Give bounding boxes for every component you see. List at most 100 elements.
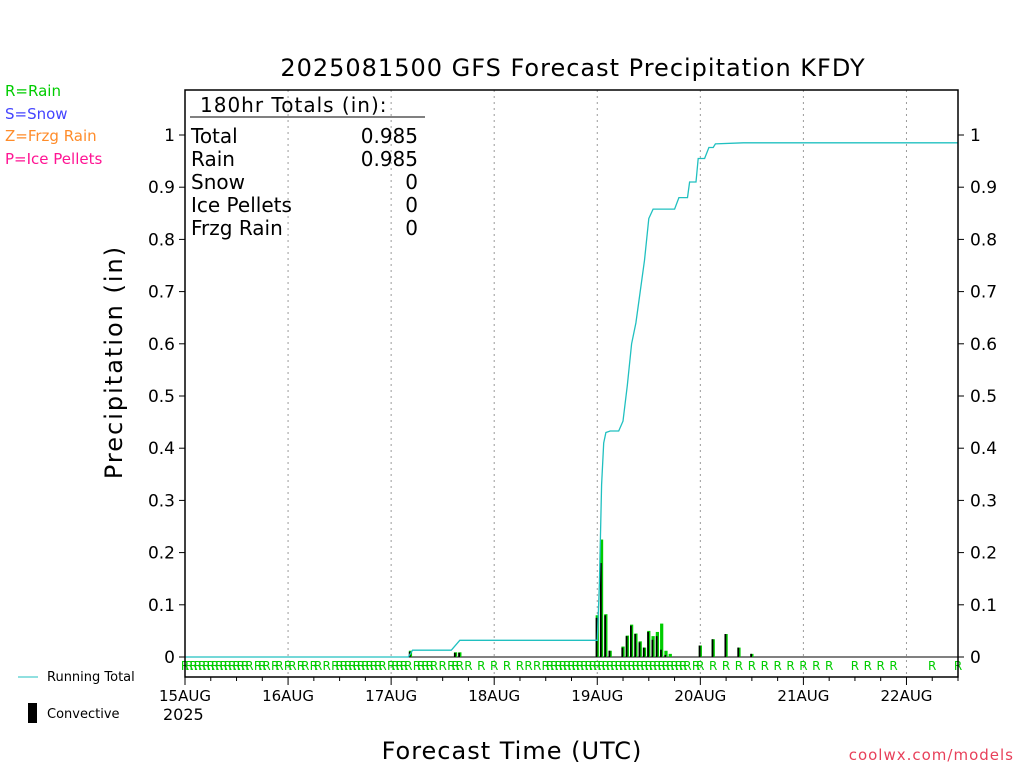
convective-bar-8 [625, 636, 628, 657]
ptype-marker-44: R [404, 659, 412, 673]
ptype-marker-10: R [224, 659, 232, 673]
ptype-marker-98: R [722, 659, 730, 673]
ptype-marker-97: R [709, 659, 717, 673]
ptype-marker-37: R [370, 659, 378, 673]
ptype-marker-84: R [640, 659, 648, 673]
legend-rain: R=Rain [5, 82, 61, 100]
y-axis-label: Precipitation (in) [100, 245, 128, 479]
ptype-marker-63: R [550, 659, 558, 673]
plot-frame [184, 89, 959, 678]
convective-bar-22 [750, 653, 753, 657]
x-axis-label: Forecast Time (UTC) [382, 737, 643, 765]
ptype-marker-13: R [237, 659, 245, 673]
x-tick-label-22AUG: 22AUG [880, 687, 932, 705]
ptype-marker-6: R [207, 659, 215, 673]
totals-box: 180hr Totals (in): Total 0.985 Rain 0.98… [190, 93, 425, 240]
convective-bar-9 [630, 625, 632, 657]
ptype-marker-86: R [649, 659, 657, 673]
ptype-marker-19: R [271, 659, 279, 673]
totals-value-snow: 0 [405, 170, 418, 194]
ptype-marker-89: R [662, 659, 670, 673]
ptype-marker-104: R [799, 659, 807, 673]
x-tick-label-21AUG: 21AUG [777, 687, 829, 705]
totals-heading: 180hr Totals (in): [200, 93, 388, 117]
ptype-marker-48: R [426, 659, 434, 673]
year-label: 2025 [163, 705, 204, 724]
ptype-marker-22: R [288, 659, 296, 673]
x-tick-label-19AUG: 19AUG [571, 687, 623, 705]
totals-value-rain: 0.985 [361, 147, 418, 171]
ptype-marker-3: R [194, 659, 202, 673]
ptype-marker-23: R [297, 659, 305, 673]
ptype-marker-9: R [219, 659, 227, 673]
totals-value-ice-pellets: 0 [405, 193, 418, 217]
ptype-marker-95: R [692, 659, 700, 673]
grid-lines [287, 90, 907, 677]
ptype-marker-32: R [348, 659, 356, 673]
ptype-marker-25: R [310, 659, 318, 673]
legend-ice-pellets: P=Ice Pellets [5, 150, 103, 168]
ptype-marker-58: R [516, 659, 524, 673]
y-tick-label-right-0.1: 0.1 [970, 596, 997, 616]
ptype-marker-60: R [533, 659, 541, 673]
ptype-marker-96: R [696, 659, 704, 673]
ptype-marker-33: R [353, 659, 361, 673]
y-tick-label-right-0.4: 0.4 [970, 439, 997, 459]
ptype-marker-56: R [490, 659, 498, 673]
ptype-marker-59: R [524, 659, 532, 673]
x-tick-label-16AUG: 16AUG [262, 687, 314, 705]
ptype-marker-47: R [421, 659, 429, 673]
ptype-marker-67: R [567, 659, 575, 673]
y-tick-label-left-1: 1 [164, 126, 175, 146]
ptype-marker-69: R [576, 659, 584, 673]
convective-bar-19 [711, 639, 714, 657]
ptype-marker-52: R [451, 659, 459, 673]
x-tick-label-17AUG: 17AUG [365, 687, 417, 705]
ptype-marker-91: R [670, 659, 678, 673]
y-tick-label-right-0.2: 0.2 [970, 544, 997, 564]
convective-bar-14 [651, 639, 654, 657]
ptype-marker-40: R [387, 659, 395, 673]
totals-label-ice-pellets: Ice Pellets [191, 193, 292, 217]
convective-key-swatch [28, 703, 37, 723]
rain-bar-16 [660, 623, 664, 657]
totals-value-frzg-rain: 0 [405, 216, 418, 240]
ptype-marker-4: R [198, 659, 206, 673]
ptype-marker-94: R [683, 659, 691, 673]
ptype-marker-62: R [546, 659, 554, 673]
ptype-marker-73: R [593, 659, 601, 673]
ptype-marker-65: R [559, 659, 567, 673]
ptype-marker-17: R [258, 659, 266, 673]
y-tick-label-left-0.5: 0.5 [148, 387, 175, 407]
ptype-marker-26: R [314, 659, 322, 673]
running-total-key-label: Running Total [47, 670, 135, 685]
ptype-marker-77: R [610, 659, 618, 673]
convective-bar-1 [453, 652, 456, 657]
ptype-marker-1: R [185, 659, 193, 673]
totals-label-snow: Snow [191, 170, 245, 194]
ptype-marker-75: R [602, 659, 610, 673]
ptype-marker-27: R [323, 659, 331, 673]
legend-frzg-rain: Z=Frzg Rain [5, 127, 97, 145]
ptype-marker-28: R [331, 659, 339, 673]
ptype-marker-92: R [675, 659, 683, 673]
y-tick-label-left-0.1: 0.1 [148, 596, 175, 616]
ptype-marker-31: R [344, 659, 352, 673]
ptype-marker-50: R [438, 659, 446, 673]
ptype-marker-87: R [653, 659, 661, 673]
ptype-marker-20: R [275, 659, 283, 673]
ptype-marker-64: R [554, 659, 562, 673]
ptype-marker-101: R [761, 659, 769, 673]
convective-bar-7 [621, 647, 624, 657]
ptype-marker-83: R [636, 659, 644, 673]
legend-snow: S=Snow [5, 105, 68, 123]
ptype-marker-76: R [606, 659, 614, 673]
ptype-marker-49: R [430, 659, 438, 673]
ptype-marker-21: R [284, 659, 292, 673]
ptype-marker-30: R [340, 659, 348, 673]
ptype-marker-24: R [301, 659, 309, 673]
totals-label-frzg-rain: Frzg Rain [191, 216, 283, 240]
ptype-marker-70: R [580, 659, 588, 673]
y-tick-label-left-0.6: 0.6 [148, 335, 175, 355]
